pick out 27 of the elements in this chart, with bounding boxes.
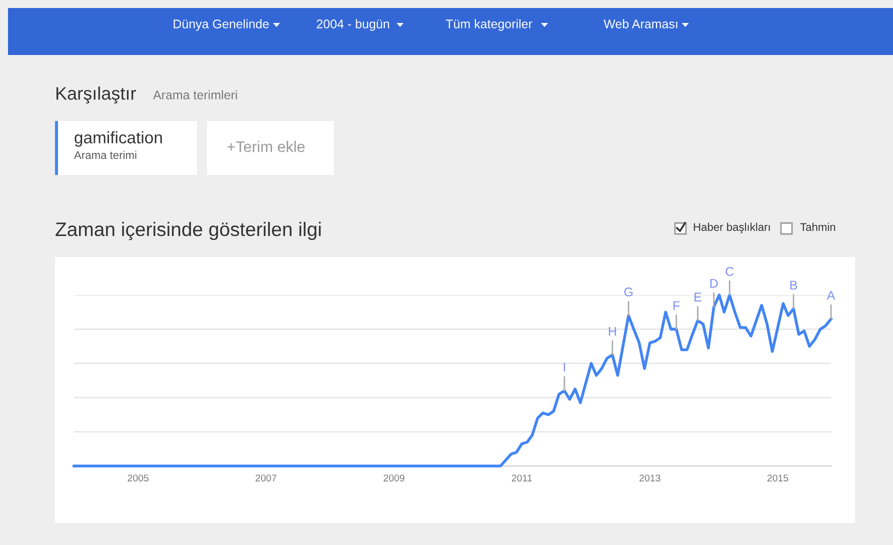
x-tick-label: 2007 (256, 474, 276, 482)
x-tick-label: 2009 (384, 474, 404, 482)
text: Web Araması (604, 19, 678, 28)
text: Arama terimi (74, 150, 136, 159)
text: gamification (74, 131, 162, 147)
annotation: D (710, 279, 718, 288)
annotation: I (564, 362, 566, 372)
text: Haber başlıkları (694, 222, 770, 234)
annotation: B (790, 280, 798, 290)
annotation: C (726, 267, 734, 276)
text: Tüm kategoriler (446, 19, 532, 31)
text: Dünya Genelinde (174, 19, 269, 31)
annotation: G (624, 288, 632, 296)
text: +Terim ekle (227, 140, 305, 152)
text: 2004 - bugün (316, 19, 390, 31)
annotation: F (674, 301, 680, 310)
x-tick-label: 2013 (640, 474, 660, 482)
x-tick-label: 2011 (512, 474, 532, 482)
text: Tahmin (800, 222, 836, 231)
text: Karşılaştır (56, 86, 136, 104)
chart-title: Zaman içerisinde gösterilen ilgi (56, 222, 321, 240)
annotation: H (608, 326, 616, 336)
annotation: E (694, 292, 702, 302)
x-tick-label: 2005 (128, 474, 149, 482)
x-tick-label: 2015 (767, 474, 788, 482)
annotation: A (826, 291, 836, 300)
text: Arama terimleri (153, 90, 237, 100)
